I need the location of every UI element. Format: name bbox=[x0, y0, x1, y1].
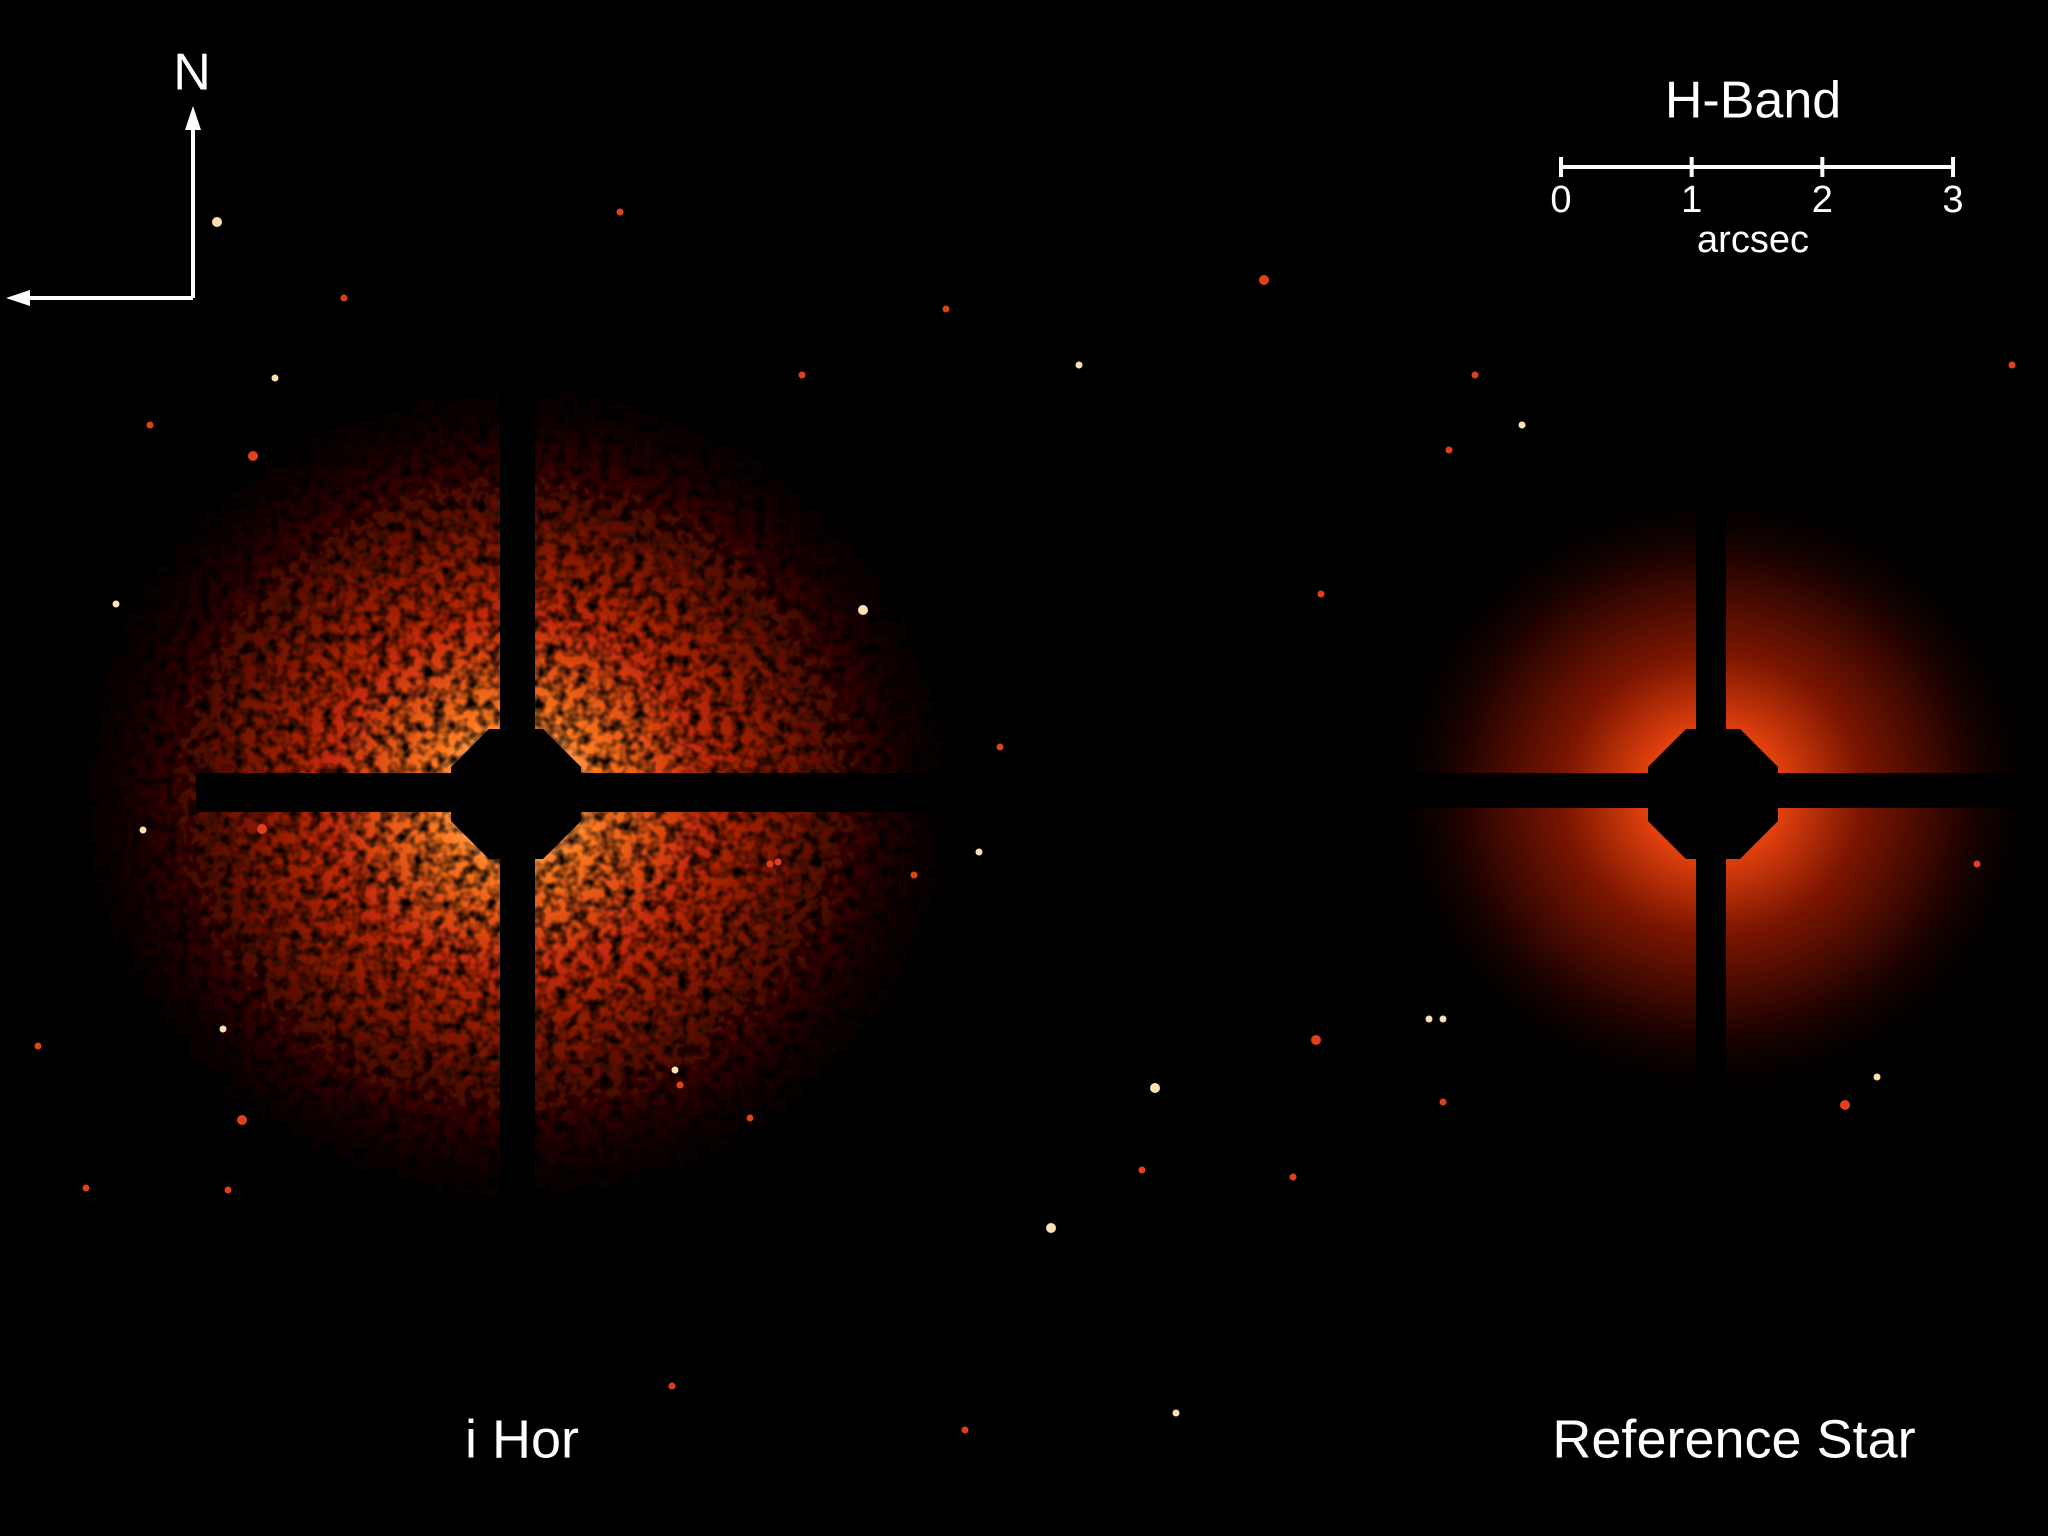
star-dot bbox=[766, 860, 774, 868]
star-dot bbox=[1445, 446, 1453, 454]
star-dot bbox=[858, 605, 868, 615]
star-dot bbox=[1259, 275, 1269, 285]
star-dot bbox=[774, 858, 782, 866]
occulter-right bbox=[1360, 340, 2048, 1260]
scale-tick-label: 3 bbox=[1942, 179, 1963, 221]
star-dot bbox=[746, 1114, 754, 1122]
star-dot bbox=[34, 1042, 42, 1050]
panel-label: Reference Star bbox=[1552, 1409, 1915, 1469]
star-dot bbox=[1150, 1083, 1160, 1093]
background-stars bbox=[34, 208, 2016, 1434]
star-dot bbox=[1840, 1100, 1850, 1110]
star-dot bbox=[2008, 361, 2016, 369]
scale-bar bbox=[1559, 157, 1955, 177]
band-label: H-Band bbox=[1665, 72, 1841, 130]
star-dot bbox=[676, 1081, 684, 1089]
star-dot bbox=[616, 208, 624, 216]
star-dot bbox=[1471, 371, 1479, 379]
star-dot bbox=[668, 1382, 676, 1390]
scale-tick-label: 2 bbox=[1812, 179, 1833, 221]
star-dot bbox=[82, 1184, 90, 1192]
star-dot bbox=[139, 826, 147, 834]
star-dot bbox=[112, 600, 120, 608]
star-dot bbox=[975, 848, 983, 856]
star-dot bbox=[237, 1115, 247, 1125]
star-dot bbox=[1138, 1166, 1146, 1174]
star-dot bbox=[1289, 1173, 1297, 1181]
scale-tick-label: 0 bbox=[1550, 179, 1571, 221]
star-dot bbox=[146, 421, 154, 429]
star-dot bbox=[212, 217, 222, 227]
occulter-left bbox=[196, 366, 996, 1280]
star-dot bbox=[224, 1186, 232, 1194]
star-dot bbox=[1973, 860, 1981, 868]
star-dot bbox=[1317, 590, 1325, 598]
panel-label: i Hor bbox=[465, 1409, 579, 1469]
star-dot bbox=[340, 294, 348, 302]
north-label: N bbox=[173, 44, 211, 102]
star-dot bbox=[1172, 1409, 1180, 1417]
star-dot bbox=[996, 743, 1004, 751]
star-dot bbox=[1439, 1015, 1447, 1023]
star-dot bbox=[910, 871, 918, 879]
star-dot bbox=[257, 824, 267, 834]
star-dot bbox=[1873, 1073, 1881, 1081]
star-dot bbox=[219, 1025, 227, 1033]
compass bbox=[6, 106, 201, 306]
star-dot bbox=[961, 1426, 969, 1434]
star-dot bbox=[942, 305, 950, 313]
star-dot bbox=[798, 371, 806, 379]
star-dot bbox=[671, 1066, 679, 1074]
star-dot bbox=[271, 374, 279, 382]
star-dot bbox=[1425, 1015, 1433, 1023]
star-dot bbox=[1075, 361, 1083, 369]
scale-tick-label: 1 bbox=[1681, 179, 1702, 221]
scale-unit: arcsec bbox=[1697, 219, 1809, 261]
star-dot bbox=[1439, 1098, 1447, 1106]
star-dot bbox=[1518, 421, 1526, 429]
star-dot bbox=[1311, 1035, 1321, 1045]
star-dot bbox=[1046, 1223, 1056, 1233]
star-dot bbox=[248, 451, 258, 461]
